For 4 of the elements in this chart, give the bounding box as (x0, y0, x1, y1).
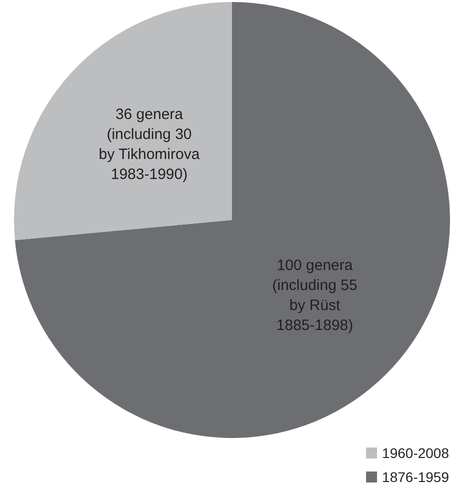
legend-label: 1876-1959 (382, 469, 450, 485)
legend-label: 1960-2008 (382, 445, 450, 461)
data-label: 36 genera (including 30 by Tikhomirova 1983-1990) (98, 106, 200, 184)
data-label: 100 genera (including 55 by Rüst 1885-1898) (272, 256, 358, 334)
